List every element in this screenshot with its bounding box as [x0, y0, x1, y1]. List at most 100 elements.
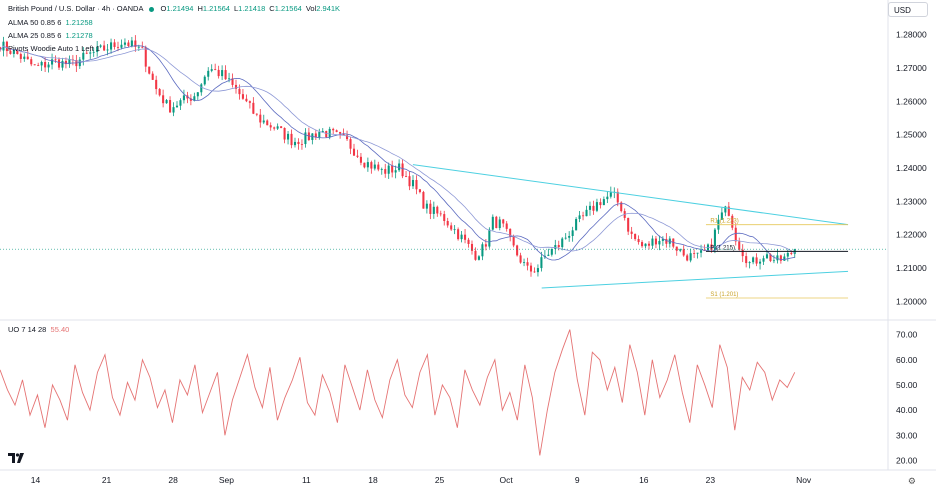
candle-body	[693, 253, 696, 255]
candle-body	[297, 141, 300, 145]
time-tick-label: 9	[575, 475, 580, 485]
candle-body	[120, 44, 123, 48]
candle-body	[505, 223, 508, 229]
candle-body	[346, 135, 349, 140]
time-tick-label: Nov	[796, 475, 812, 485]
candle-body	[453, 229, 456, 231]
candle-body	[335, 130, 338, 132]
candle-body	[325, 131, 328, 138]
ohlc-value-c: 1.21564	[274, 4, 302, 13]
alma50-legend[interactable]: ALMA 50 0.85 6 1.21258	[8, 18, 93, 27]
candle-body	[759, 261, 762, 264]
candle-body	[748, 262, 751, 264]
candle-body	[259, 114, 262, 123]
price-tick-label: 1.26000	[896, 96, 927, 106]
candle-body	[273, 127, 276, 129]
currency-selector[interactable]: USD	[888, 2, 928, 17]
candle-body	[380, 169, 383, 170]
candle-body	[262, 120, 265, 123]
candle-body	[19, 54, 22, 59]
candle-body	[356, 155, 359, 157]
candle-body	[172, 107, 175, 113]
ohlc-value-h: 1.21564	[202, 4, 230, 13]
candle-body	[30, 59, 33, 65]
candle-body	[620, 202, 623, 212]
candle-body	[280, 126, 283, 128]
candle-body	[457, 229, 460, 240]
candle-body	[287, 133, 290, 140]
candle-body	[582, 215, 585, 217]
candle-body	[765, 254, 769, 259]
symbol-title: British Pound / U.S. Dollar · 4h · OANDA	[8, 4, 144, 13]
candle-body	[57, 59, 61, 68]
candle-body	[519, 255, 522, 263]
candle-body	[422, 192, 425, 209]
candle-body	[387, 165, 390, 174]
candle-body	[318, 132, 321, 138]
candle-body	[85, 52, 88, 54]
candle-body	[529, 265, 533, 272]
candle-body	[158, 89, 161, 96]
candle-body	[0, 47, 2, 51]
candle-body	[210, 69, 213, 71]
candle-body	[446, 220, 449, 226]
candle-body	[207, 70, 210, 77]
time-tick-label: 11	[302, 475, 311, 485]
market-status-icon	[149, 6, 155, 12]
candle-body	[495, 216, 498, 229]
candle-body	[568, 236, 571, 238]
candle-body	[276, 126, 279, 129]
candle-body	[647, 243, 651, 246]
candle-body	[23, 56, 26, 59]
candle-body	[234, 84, 238, 89]
candle-body	[92, 51, 95, 53]
alma25-line	[0, 45, 795, 261]
uo-legend[interactable]: UO 7 14 28 55.40	[8, 325, 69, 334]
candle-body	[342, 133, 345, 136]
candle-body	[602, 199, 605, 206]
candle-body	[779, 255, 782, 261]
candle-body	[512, 236, 515, 246]
candle-body	[40, 62, 43, 66]
ohlc-label-l: L	[233, 4, 239, 13]
candle-body	[745, 256, 748, 264]
candle-body	[464, 234, 467, 240]
candle-body	[696, 252, 699, 254]
candle-body	[498, 219, 501, 229]
candle-body	[394, 170, 397, 173]
alma25-value: 1.21278	[65, 31, 93, 40]
uo-tick-label: 30.00	[896, 430, 918, 440]
ohlc-label-o: O	[160, 4, 167, 13]
time-tick-label: Oct	[500, 475, 514, 485]
candle-body	[755, 257, 758, 264]
time-tick-label: Sep	[219, 475, 234, 485]
candle-body	[293, 141, 297, 146]
candle-body	[661, 238, 664, 241]
candle-body	[175, 105, 179, 108]
candle-body	[467, 239, 470, 244]
uo-line	[0, 329, 796, 456]
candle-body	[221, 70, 224, 77]
candle-body	[255, 113, 258, 115]
candle-body	[724, 206, 727, 213]
candle-body	[193, 96, 196, 101]
uo-tick-label: 20.00	[896, 455, 918, 465]
ohlc-readout: O1.21494 H1.21564 L1.21418 C1.21564 Vol2.941…	[160, 4, 344, 13]
candle-body	[734, 227, 737, 242]
candle-body	[51, 59, 54, 65]
alma50-value: 1.21258	[65, 18, 93, 27]
alma25-legend[interactable]: ALMA 25 0.85 6 1.21278	[8, 31, 93, 40]
ohlc-value-l: 1.21418	[238, 4, 266, 13]
candle-body	[533, 271, 536, 273]
candle-body	[61, 60, 64, 68]
candle-body	[550, 248, 553, 255]
settings-gear-icon[interactable]: ⚙	[907, 476, 916, 486]
candle-body	[731, 215, 734, 228]
candle-body	[575, 218, 578, 231]
candle-body	[595, 202, 598, 211]
pivots-legend[interactable]: Pivots Woodie Auto 1 Left 1	[8, 44, 100, 53]
candle-body	[96, 46, 99, 52]
candle-body	[89, 52, 92, 54]
candle-body	[238, 88, 241, 95]
